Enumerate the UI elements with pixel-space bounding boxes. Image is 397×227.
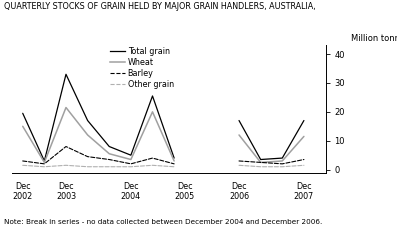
Text: Million tonnes: Million tonnes bbox=[351, 34, 397, 43]
Text: QUARTERLY STOCKS OF GRAIN HELD BY MAJOR GRAIN HANDLERS, AUSTRALIA,: QUARTERLY STOCKS OF GRAIN HELD BY MAJOR … bbox=[4, 2, 316, 11]
Legend: Total grain, Wheat, Barley, Other grain: Total grain, Wheat, Barley, Other grain bbox=[110, 47, 174, 89]
Text: Note: Break in series - no data collected between December 2004 and December 200: Note: Break in series - no data collecte… bbox=[4, 219, 322, 225]
